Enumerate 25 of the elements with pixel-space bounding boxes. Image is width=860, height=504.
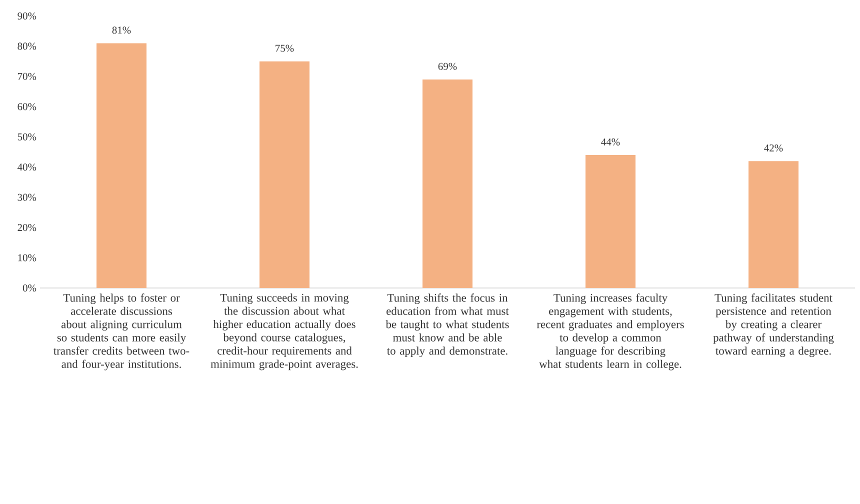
- data-label: 44%: [601, 138, 620, 146]
- bar: [422, 79, 473, 288]
- y-tick-label: 0%: [22, 284, 36, 292]
- bar: [586, 155, 636, 288]
- data-label: 69%: [438, 62, 457, 70]
- y-tick-label: 80%: [18, 42, 36, 50]
- x-tick-label: Tuning succeeds in moving the discussion about what higher education actually does beyond course catalogues, credit-hour requirements and minimum grade-point averages.: [210, 294, 358, 370]
- y-tick-label: 60%: [18, 103, 36, 110]
- y-tick-label: 20%: [18, 224, 36, 232]
- bar: [96, 43, 146, 288]
- data-label: 42%: [764, 144, 783, 152]
- x-tick-label: Tuning helps to foster or accelerate discussions about aligning curriculum so students can more easily transfer credits between two- and four-year institutions.: [54, 294, 190, 370]
- data-label: 75%: [276, 44, 294, 52]
- data-label: 81%: [112, 26, 131, 34]
- x-tick-label: Tuning increases faculty engagement with students, recent graduates and employers to develop a common language for describing what students learn in college.: [536, 294, 684, 370]
- x-tick-label: Tuning facilitates student persistence and retention by creating a clearer pathway of understanding toward earning a degree.: [713, 294, 834, 358]
- y-tick-label: 50%: [18, 133, 36, 140]
- bar: [260, 61, 310, 288]
- y-tick-label: 70%: [18, 72, 36, 80]
- y-tick-label: 40%: [18, 164, 36, 171]
- bar: [748, 161, 799, 288]
- y-tick-label: 30%: [18, 194, 36, 201]
- y-tick-label: 90%: [18, 12, 36, 20]
- y-tick-label: 10%: [18, 254, 36, 262]
- x-tick-label: Tuning shifts the focus in education from what must be taught to what students must know and be able to apply and demonstrate.: [386, 294, 509, 358]
